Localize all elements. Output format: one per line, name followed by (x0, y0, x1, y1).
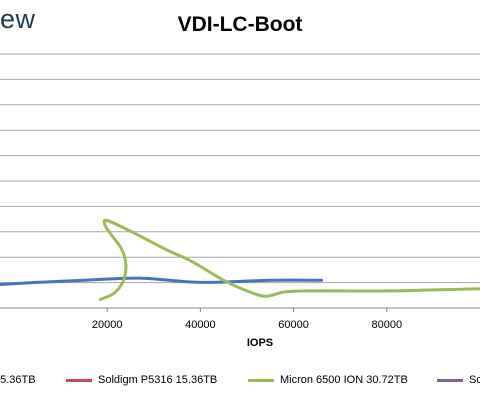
series-lines (0, 218, 480, 301)
legend-item-1: 15.36TB (0, 368, 36, 392)
series-line-3 (98, 218, 480, 301)
legend-item-3: Micron 6500 ION 30.72TB (248, 368, 408, 392)
gridlines (0, 53, 480, 309)
x-axis: 20000 40000 60000 80000 (92, 308, 402, 331)
legend-item-2: Soldigm P5316 15.36TB (66, 368, 217, 392)
chart-title: VDI-LC-Boot (177, 13, 303, 36)
legend-swatch-2 (66, 378, 92, 382)
x-axis-label: IOPS (246, 337, 274, 349)
legend-swatch-4 (437, 378, 463, 382)
legend-item-4: So (437, 368, 480, 392)
x-tick-label: 60000 (278, 319, 309, 331)
x-tick-label: 40000 (185, 319, 216, 331)
legend-label-1: 15.36TB (0, 374, 36, 386)
x-tick-label: 20000 (92, 319, 123, 331)
legend-label-3: Micron 6500 ION 30.72TB (280, 374, 408, 386)
legend-label-4: So (469, 374, 480, 386)
legend-label-2: Soldigm P5316 15.36TB (98, 374, 218, 386)
legend-swatch-3 (248, 378, 274, 382)
series-line-1 (0, 276, 324, 286)
logo-watermark: ew (0, 4, 36, 34)
legend: 15.36TB Soldigm P5316 15.36TB Micron 650… (0, 368, 480, 392)
x-tick-label: 80000 (371, 319, 402, 331)
